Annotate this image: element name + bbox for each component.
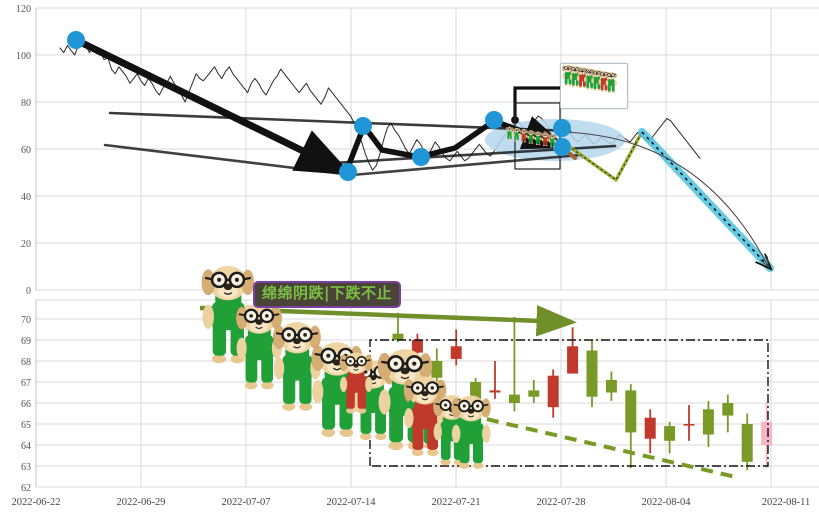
ytick-0: 0 (26, 286, 31, 297)
inset-mini-puppies (562, 64, 617, 94)
ytick-66: 66 (21, 399, 31, 410)
ytick-65: 65 (21, 420, 31, 431)
callout-text: 绵绵阴跌|下跌不止 (262, 284, 392, 302)
xtick-7: 2022-08-11 (762, 497, 811, 508)
candle-body[interactable] (431, 361, 443, 378)
pivot-marker-4[interactable] (412, 148, 430, 166)
xtick-4: 2022-07-21 (432, 497, 481, 508)
candle-body[interactable] (547, 375, 559, 408)
ytick-60: 60 (21, 145, 31, 156)
candle-body[interactable] (722, 403, 734, 416)
candle-body[interactable] (528, 390, 540, 397)
pivot-marker-1[interactable] (67, 31, 85, 49)
callout-annotation[interactable]: 绵绵阴跌|下跌不止 (253, 281, 401, 308)
mini-puppy-sticker (562, 64, 574, 86)
puppy-inset-zoom[interactable] (560, 63, 628, 109)
xtick-1: 2022-06-29 (117, 497, 166, 508)
ytick-80: 80 (21, 98, 31, 109)
pivot-marker-6[interactable] (553, 119, 571, 137)
candle-body[interactable] (586, 350, 598, 397)
puppy-sticker (562, 64, 574, 86)
candle-body[interactable] (683, 424, 695, 426)
candle-body[interactable] (567, 346, 579, 374)
mini-puppy-sticker (605, 72, 617, 94)
candle-body[interactable] (761, 421, 773, 445)
range-box (369, 339, 769, 467)
lower-panel-yticks: 70 69 68 67 66 65 64 63 62 (21, 315, 31, 494)
pivot-markers (67, 31, 571, 181)
pivot-marker-5[interactable] (485, 111, 503, 129)
ytick-69: 69 (21, 336, 31, 347)
upper-panel-yticks: 120 100 80 60 40 20 0 (16, 4, 31, 297)
ytick-100: 100 (16, 51, 31, 62)
forecast-arrow (641, 131, 770, 268)
projection-arc (559, 131, 768, 266)
xtick-6: 2022-08-04 (642, 497, 692, 508)
candle-body[interactable] (411, 340, 423, 353)
candle-body[interactable] (508, 394, 520, 403)
ytick-64: 64 (21, 441, 31, 452)
ytick-70: 70 (21, 315, 31, 326)
down-trend-arrow (199, 305, 577, 337)
x-axis-ticks: 2022-06-22 2022-06-29 2022-07-07 2022-07… (12, 497, 811, 508)
pivot-marker-2[interactable] (339, 163, 357, 181)
candle-body[interactable] (392, 333, 404, 340)
ytick-62: 62 (21, 483, 31, 494)
candle-body[interactable] (489, 390, 501, 393)
ytick-63: 63 (21, 462, 31, 473)
puppy-sticker (605, 72, 617, 94)
upper-panel-grid (35, 7, 819, 291)
candle-body[interactable] (644, 417, 656, 439)
ytick-68: 68 (21, 357, 31, 368)
forecast-zigzag-dash (559, 131, 643, 181)
candle-body[interactable] (470, 382, 482, 410)
lower-panel-grid (35, 299, 819, 488)
candle-body[interactable] (664, 426, 676, 441)
xtick-5: 2022-07-28 (537, 497, 586, 508)
candlestick-series (392, 312, 773, 471)
pivot-marker-7[interactable] (553, 138, 571, 156)
candle-body[interactable] (450, 346, 462, 359)
xtick-0: 2022-06-22 (12, 497, 61, 508)
candle-body[interactable] (702, 409, 714, 435)
ytick-120: 120 (16, 4, 31, 15)
ytick-67: 67 (21, 378, 31, 389)
candle-body[interactable] (741, 424, 753, 462)
candle-body[interactable] (625, 390, 637, 433)
xtick-2: 2022-07-07 (222, 497, 271, 508)
ytick-20: 20 (21, 239, 31, 250)
pivot-marker-3[interactable] (354, 117, 372, 135)
ytick-40: 40 (21, 192, 31, 203)
candle-body[interactable] (605, 379, 617, 393)
xtick-3: 2022-07-14 (327, 497, 377, 508)
